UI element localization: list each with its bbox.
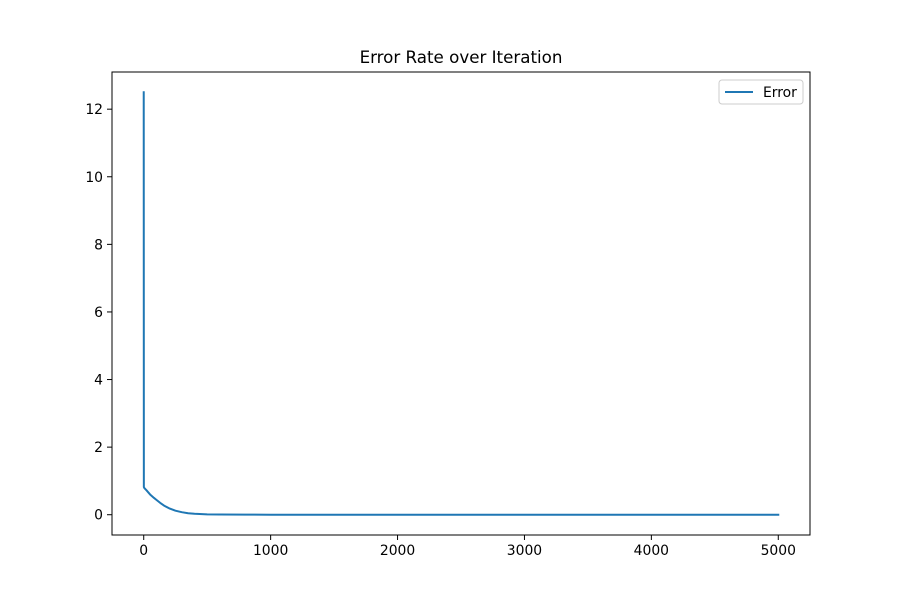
y-tick-label: 8: [94, 237, 103, 253]
chart-title: Error Rate over Iteration: [360, 47, 563, 67]
legend-label: Error: [763, 85, 797, 101]
y-tick-label: 4: [94, 373, 103, 389]
y-tick-label: 2: [94, 440, 103, 456]
legend: Error: [718, 79, 804, 105]
y-tick-label: 12: [85, 102, 103, 118]
x-tick-label: 5000: [761, 543, 796, 559]
x-tick-label: 4000: [634, 543, 669, 559]
x-tick-label: 3000: [507, 543, 542, 559]
x-tick-label: 1000: [253, 543, 288, 559]
x-tick-label: 0: [139, 543, 148, 559]
legend-box: [718, 79, 804, 105]
series-line-error: [142, 91, 780, 516]
plot-area: 0 1000 2000 3000 4000 5000 0 2 4 6 8 10 12 Error: [85, 71, 811, 559]
axes-frame: [111, 71, 811, 536]
y-tick-label: 10: [85, 170, 103, 186]
x-tick-label: 2000: [380, 543, 415, 559]
y-tick-label: 6: [94, 305, 103, 321]
y-tick-label: 0: [94, 508, 103, 524]
